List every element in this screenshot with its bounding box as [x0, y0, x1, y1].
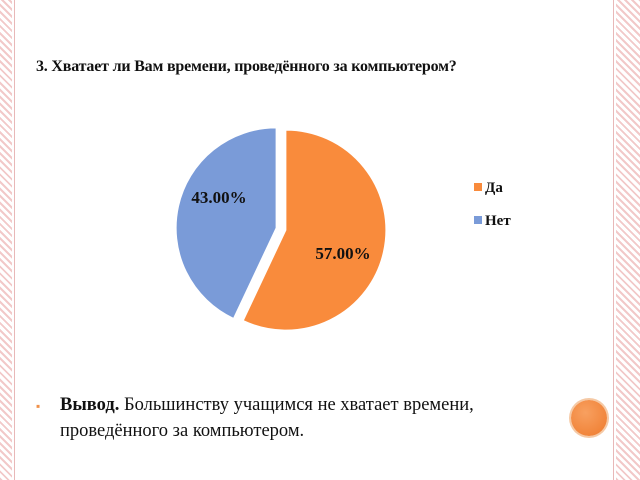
conclusion-rest: Большинству учащимся не хватает времени,…	[60, 395, 474, 441]
slide-border-right	[616, 0, 640, 480]
conclusion-bold: Вывод.	[60, 395, 120, 415]
legend-swatch-da	[474, 183, 482, 191]
legend-label-net: Нет	[485, 213, 511, 229]
data-label-net: 43.00%	[191, 188, 246, 207]
pie-slice-da	[242, 129, 387, 331]
bullet-icon: ▪	[36, 399, 41, 413]
decorative-circle	[571, 400, 607, 436]
chart-title: 3. Хватает ли Вам времени, проведённого …	[36, 58, 457, 75]
pie-slice-net	[175, 127, 277, 320]
legend-swatch-net	[474, 216, 482, 224]
legend-label-da: Да	[485, 180, 503, 196]
slide-rule-left	[14, 0, 15, 480]
slide-border-left	[0, 0, 12, 480]
conclusion-paragraph: ▪ Вывод. Большинству учащимся не хватает…	[36, 392, 556, 444]
data-label-da: 57.00%	[315, 244, 370, 263]
conclusion-text: Вывод. Большинству учащимся не хватает в…	[60, 392, 556, 444]
slide-rule-right	[613, 0, 614, 480]
